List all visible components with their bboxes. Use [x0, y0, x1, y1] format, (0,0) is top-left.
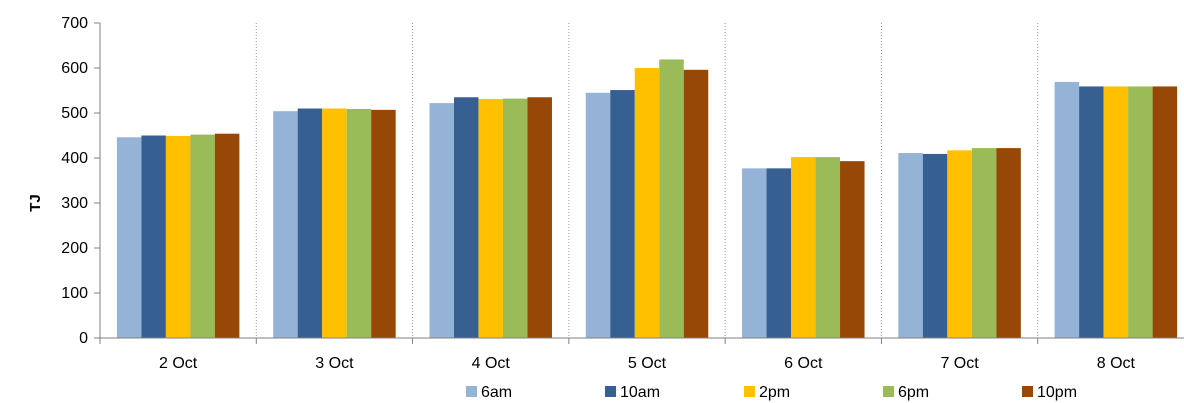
x-tick-label: 3 Oct: [315, 355, 354, 372]
y-tick-label: 600: [61, 60, 88, 77]
bar-2pm-2-Oct: [165, 135, 191, 338]
bar-2pm-7-Oct: [947, 150, 972, 338]
legend-swatch: [605, 386, 616, 397]
legend-swatch: [466, 386, 477, 397]
bar-6pm-3-Oct: [346, 108, 372, 338]
legend-label: 6am: [481, 384, 512, 401]
bar-6am-8-Oct: [1054, 81, 1080, 338]
bar-2pm-3-Oct: [322, 108, 347, 338]
bar-6am-4-Oct: [429, 103, 454, 338]
bar-10pm-7-Oct: [996, 148, 1021, 338]
bar-10pm-4-Oct: [527, 97, 552, 338]
legend-label: 2pm: [759, 384, 790, 401]
bar-10pm-3-Oct: [371, 109, 396, 338]
bar-2pm-4-Oct: [478, 99, 503, 338]
y-tick-label: 700: [61, 15, 88, 32]
bar-6am-7-Oct: [898, 153, 923, 338]
bar-2pm-5-Oct: [634, 68, 660, 338]
bar-10pm-2-Oct: [214, 133, 240, 338]
bar-10am-7-Oct: [922, 153, 948, 338]
bars: [116, 59, 1178, 339]
bar-10pm-8-Oct: [1152, 86, 1178, 338]
bar-6pm-4-Oct: [502, 98, 528, 338]
bar-10pm-5-Oct: [683, 69, 709, 339]
bar-10am-5-Oct: [610, 90, 635, 338]
bar-6pm-2-Oct: [190, 134, 215, 338]
bar-6pm-8-Oct: [1128, 86, 1153, 338]
y-axis-title: TJ: [27, 194, 44, 212]
legend-label: 10am: [620, 384, 660, 401]
bar-10am-8-Oct: [1079, 86, 1104, 338]
bar-2pm-6-Oct: [791, 157, 816, 338]
bar-6am-3-Oct: [273, 111, 298, 338]
bar-6am-2-Oct: [116, 137, 142, 338]
axes: [99, 23, 1184, 339]
x-tick-label: 7 Oct: [940, 355, 979, 372]
x-tick-label: 6 Oct: [784, 355, 823, 372]
bar-6pm-7-Oct: [971, 148, 997, 338]
legend-swatch: [1022, 386, 1033, 397]
y-tick-label: 0: [79, 330, 88, 347]
bar-6am-5-Oct: [585, 92, 611, 338]
x-axis-ticks: 2 Oct 3 Oct 4 Oct 5 Oct 6 Oct 7 Oct 8 Oct: [99, 338, 1136, 372]
bar-10am-4-Oct: [453, 97, 479, 338]
x-tick-label: 2 Oct: [159, 355, 198, 372]
bar-6pm-6-Oct: [815, 157, 841, 338]
bar-10am-3-Oct: [297, 108, 323, 338]
y-tick-label: 100: [61, 285, 88, 302]
y-tick-label: 300: [61, 195, 88, 212]
legend-label: 10pm: [1037, 384, 1077, 401]
y-tick-label: 400: [61, 150, 88, 167]
bar-2pm-8-Oct: [1103, 86, 1129, 338]
bar-6pm-5-Oct: [659, 59, 684, 338]
legend-label: 6pm: [898, 384, 929, 401]
y-tick-label: 200: [61, 240, 88, 257]
legend-swatch: [744, 386, 755, 397]
bar-10pm-6-Oct: [840, 161, 865, 338]
bar-6am-6-Oct: [742, 168, 767, 338]
y-axis-ticks: 0 100 200 300 400 500 600 700: [61, 15, 100, 347]
legend: 6am 10am 2pm 6pm 10pm: [466, 384, 1077, 401]
legend-swatch: [883, 386, 894, 397]
bar-10am-2-Oct: [141, 135, 166, 338]
bar-10am-6-Oct: [766, 168, 792, 338]
x-tick-label: 4 Oct: [472, 355, 511, 372]
x-tick-label: 8 Oct: [1097, 355, 1136, 372]
x-tick-label: 5 Oct: [628, 355, 667, 372]
y-tick-label: 500: [61, 105, 88, 122]
